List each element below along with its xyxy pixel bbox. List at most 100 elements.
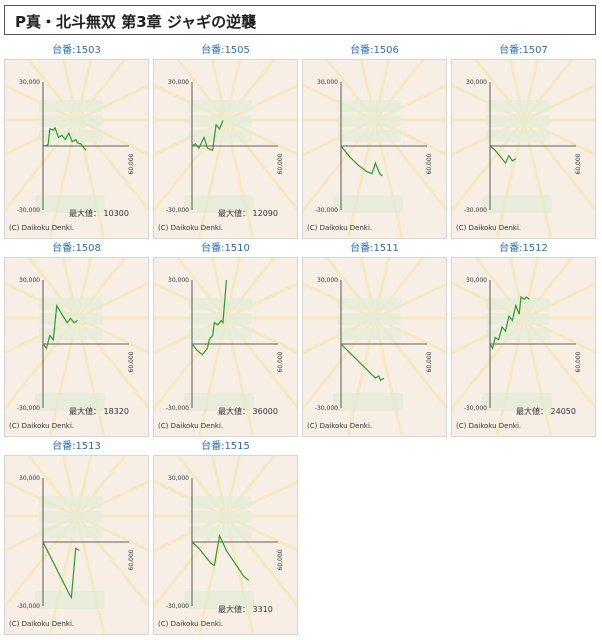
copyright-text: (C) Daikoku Denki. bbox=[456, 224, 522, 232]
slump-chart-svg: 30,000 -30,000 60,000 bbox=[303, 60, 446, 238]
max-value: 最大値： 12090 bbox=[218, 209, 278, 218]
x-tick-right: 60,000 bbox=[575, 153, 582, 174]
y-tick-top: 30,000 bbox=[317, 277, 338, 284]
x-tick-right: 60,000 bbox=[277, 351, 284, 372]
copyright-text: (C) Daikoku Denki. bbox=[158, 422, 224, 430]
machine-number-link[interactable]: 台番:1511 bbox=[350, 243, 399, 254]
copyright-text: (C) Daikoku Denki. bbox=[9, 224, 75, 232]
y-tick-bottom: -30,000 bbox=[464, 405, 487, 412]
slump-chart: 30,000 -30,000 60,000 最大値： 24050 (C) Daikoku… bbox=[451, 257, 596, 437]
y-tick-top: 30,000 bbox=[168, 475, 189, 482]
slump-chart-svg: 30,000 -30,000 60,000 bbox=[303, 258, 446, 436]
machine-card[interactable]: 台番:1505 30,000 -30,000 60,000 最大値： 12090 (C) … bbox=[153, 45, 298, 240]
slump-chart-svg: 30,000 -30,000 60,000 bbox=[154, 456, 297, 634]
slump-line bbox=[191, 533, 250, 581]
y-tick-top: 30,000 bbox=[466, 79, 487, 86]
slump-line bbox=[340, 145, 383, 177]
y-tick-bottom: -30,000 bbox=[315, 405, 338, 412]
slump-line bbox=[489, 296, 530, 350]
slump-chart: 30,000 -30,000 60,000 最大値： 36000 (C) Daikoku… bbox=[153, 257, 298, 437]
title-box: P真・北斗無双 第3章 ジャギの逆襲 bbox=[4, 5, 596, 35]
machine-number-link[interactable]: 台番:1513 bbox=[52, 441, 101, 452]
y-tick-bottom: -30,000 bbox=[166, 207, 189, 214]
machine-card[interactable]: 台番:1511 30,000 -30,000 60,000 (C) Daikoku De… bbox=[302, 243, 447, 438]
slump-line bbox=[191, 279, 227, 356]
machine-card[interactable]: 台番:1515 30,000 -30,000 60,000 最大値： 3310 (C) D… bbox=[153, 441, 298, 636]
max-value: 最大値： 24050 bbox=[516, 407, 576, 416]
x-tick-right: 60,000 bbox=[128, 549, 135, 570]
machine-card[interactable]: 台番:1512 30,000 -30,000 60,000 最大値： 24050 (C) … bbox=[451, 243, 596, 438]
copyright-text: (C) Daikoku Denki. bbox=[9, 422, 75, 430]
x-tick-right: 60,000 bbox=[426, 153, 433, 174]
y-tick-top: 30,000 bbox=[168, 277, 189, 284]
machine-card[interactable]: 台番:1513 30,000 -30,000 60,000 (C) Daikoku De… bbox=[4, 441, 149, 636]
machine-number-link[interactable]: 台番:1506 bbox=[350, 45, 399, 56]
machine-number-link[interactable]: 台番:1505 bbox=[201, 45, 250, 56]
y-tick-bottom: -30,000 bbox=[17, 207, 40, 214]
slump-line bbox=[340, 343, 385, 382]
slump-chart-svg: 30,000 -30,000 60,000 bbox=[452, 258, 595, 436]
machine-number-link[interactable]: 台番:1510 bbox=[201, 243, 250, 254]
copyright-text: (C) Daikoku Denki. bbox=[158, 620, 224, 628]
y-tick-bottom: -30,000 bbox=[166, 405, 189, 412]
machine-number-link[interactable]: 台番:1503 bbox=[52, 45, 101, 56]
max-value: 最大値： 10300 bbox=[69, 209, 129, 218]
slump-chart-svg: 30,000 -30,000 60,000 bbox=[154, 60, 297, 238]
y-tick-bottom: -30,000 bbox=[17, 405, 40, 412]
y-tick-top: 30,000 bbox=[466, 277, 487, 284]
background-decoration bbox=[303, 60, 446, 238]
copyright-text: (C) Daikoku Denki. bbox=[307, 224, 373, 232]
machine-number-link[interactable]: 台番:1515 bbox=[201, 441, 250, 452]
slump-chart-svg: 30,000 -30,000 60,000 bbox=[154, 258, 297, 436]
copyright-text: (C) Daikoku Denki. bbox=[307, 422, 373, 430]
y-tick-bottom: -30,000 bbox=[17, 603, 40, 610]
background-decoration bbox=[5, 456, 148, 634]
slump-chart-svg: 30,000 -30,000 60,000 bbox=[5, 258, 148, 436]
slump-chart: 30,000 -30,000 60,000 (C) Daikoku Denki. bbox=[4, 455, 149, 635]
slump-line bbox=[191, 120, 224, 152]
slump-chart: 30,000 -30,000 60,000 最大値： 18320 (C) Daikoku… bbox=[4, 257, 149, 437]
machine-card[interactable]: 台番:1506 30,000 -30,000 60,000 (C) Daikoku De… bbox=[302, 45, 447, 240]
slump-chart-svg: 30,000 -30,000 60,000 bbox=[5, 60, 148, 238]
background-decoration bbox=[5, 60, 148, 238]
x-tick-right: 60,000 bbox=[575, 351, 582, 372]
x-tick-right: 60,000 bbox=[426, 351, 433, 372]
machine-card[interactable]: 台番:1503 30,000 -30,000 60,000 最大値： 10300 (C) … bbox=[4, 45, 149, 240]
copyright-text: (C) Daikoku Denki. bbox=[456, 422, 522, 430]
machine-number-link[interactable]: 台番:1508 bbox=[52, 243, 101, 254]
slump-chart: 30,000 -30,000 60,000 (C) Daikoku Denki. bbox=[302, 59, 447, 239]
slump-chart: 30,000 -30,000 60,000 最大値： 3310 (C) Daikoku … bbox=[153, 455, 298, 635]
background-decoration bbox=[303, 258, 446, 436]
background-decoration bbox=[154, 258, 297, 436]
slump-chart-svg: 30,000 -30,000 60,000 bbox=[5, 456, 148, 634]
max-value: 最大値： 3310 bbox=[218, 605, 273, 614]
copyright-text: (C) Daikoku Denki. bbox=[9, 620, 75, 628]
x-tick-right: 60,000 bbox=[277, 153, 284, 174]
slump-line bbox=[489, 145, 517, 165]
machine-card[interactable]: 台番:1507 30,000 -30,000 60,000 (C) Daikoku De… bbox=[451, 45, 596, 240]
y-tick-bottom: -30,000 bbox=[166, 603, 189, 610]
background-decoration bbox=[154, 456, 297, 634]
max-value: 最大値： 36000 bbox=[218, 407, 278, 416]
y-tick-top: 30,000 bbox=[168, 79, 189, 86]
y-tick-top: 30,000 bbox=[19, 277, 40, 284]
y-tick-bottom: -30,000 bbox=[464, 207, 487, 214]
machine-card[interactable]: 台番:1508 30,000 -30,000 60,000 最大値： 18320 (C) … bbox=[4, 243, 149, 438]
slump-line bbox=[42, 126, 87, 151]
slump-chart-svg: 30,000 -30,000 60,000 bbox=[452, 60, 595, 238]
machine-number-link[interactable]: 台番:1512 bbox=[499, 243, 548, 254]
machine-card[interactable]: 台番:1510 30,000 -30,000 60,000 最大値： 36000 (C) … bbox=[153, 243, 298, 438]
y-tick-top: 30,000 bbox=[317, 79, 338, 86]
machine-number-link[interactable]: 台番:1507 bbox=[499, 45, 548, 56]
copyright-text: (C) Daikoku Denki. bbox=[158, 224, 224, 232]
slump-chart: 30,000 -30,000 60,000 (C) Daikoku Denki. bbox=[451, 59, 596, 239]
x-tick-right: 60,000 bbox=[128, 153, 135, 174]
x-tick-right: 60,000 bbox=[277, 549, 284, 570]
y-tick-top: 30,000 bbox=[19, 79, 40, 86]
background-decoration bbox=[5, 258, 148, 436]
x-tick-right: 60,000 bbox=[128, 351, 135, 372]
y-tick-bottom: -30,000 bbox=[315, 207, 338, 214]
slump-chart: 30,000 -30,000 60,000 最大値： 12090 (C) Daikoku… bbox=[153, 59, 298, 239]
y-tick-top: 30,000 bbox=[19, 475, 40, 482]
slump-chart: 30,000 -30,000 60,000 最大値： 10300 (C) Daikoku… bbox=[4, 59, 149, 239]
